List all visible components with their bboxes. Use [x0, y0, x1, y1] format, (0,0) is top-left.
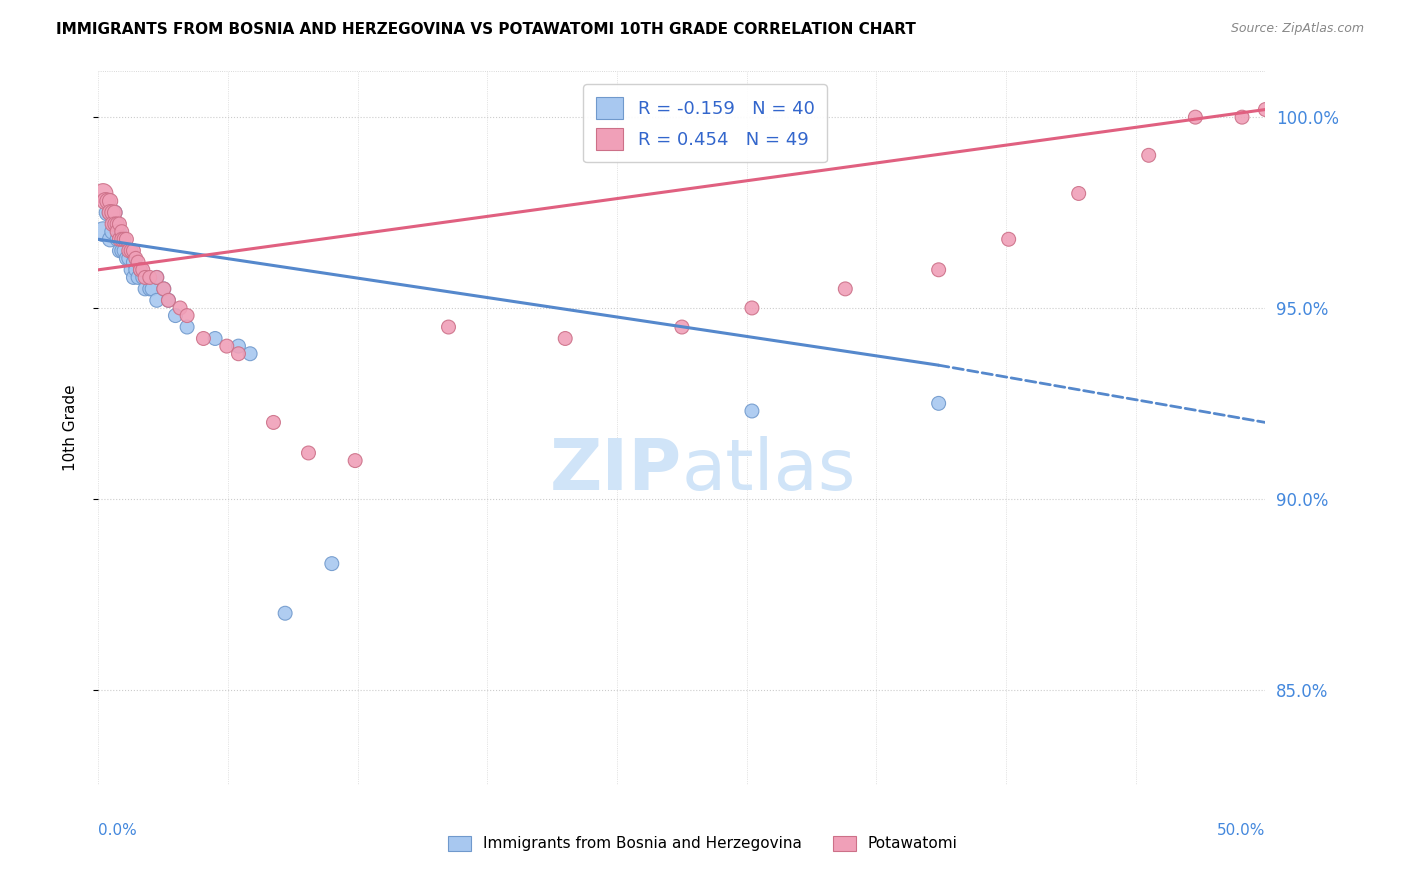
Point: [228, 339, 250, 353]
Point: [134, 282, 156, 296]
Point: [129, 262, 152, 277]
Point: [122, 244, 145, 258]
Point: [157, 293, 180, 308]
Point: [111, 232, 134, 246]
Point: [105, 217, 128, 231]
Point: [297, 446, 319, 460]
Point: [115, 252, 138, 266]
Text: atlas: atlas: [682, 436, 856, 506]
Point: [321, 557, 343, 571]
Legend: Immigrants from Bosnia and Herzegovina, Potawatomi: Immigrants from Bosnia and Herzegovina, …: [441, 830, 965, 857]
Point: [98, 205, 121, 219]
Point: [239, 347, 262, 361]
Point: [112, 244, 135, 258]
Point: [104, 205, 127, 219]
Point: [101, 205, 124, 219]
Y-axis label: 10th Grade: 10th Grade: [63, 384, 77, 472]
Point: [108, 244, 131, 258]
Point: [118, 252, 141, 266]
Point: [104, 217, 127, 231]
Point: [928, 262, 950, 277]
Point: [105, 217, 128, 231]
Point: [215, 339, 238, 353]
Legend: R = -0.159   N = 40, R = 0.454   N = 49: R = -0.159 N = 40, R = 0.454 N = 49: [583, 84, 827, 162]
Point: [139, 270, 162, 285]
Point: [146, 270, 169, 285]
Point: [834, 282, 856, 296]
Point: [671, 320, 693, 334]
Point: [129, 262, 152, 277]
Point: [193, 331, 215, 345]
Point: [274, 606, 297, 620]
Point: [127, 255, 149, 269]
Point: [105, 225, 128, 239]
Point: [437, 320, 460, 334]
Text: ZIP: ZIP: [550, 436, 682, 506]
Point: [98, 194, 121, 208]
Point: [1067, 186, 1090, 201]
Point: [152, 282, 174, 296]
Point: [111, 232, 134, 246]
Point: [554, 331, 576, 345]
Point: [997, 232, 1019, 246]
Point: [125, 262, 148, 277]
Point: [139, 282, 162, 296]
Point: [157, 293, 180, 308]
Point: [101, 217, 124, 231]
Point: [132, 270, 155, 285]
Point: [152, 282, 174, 296]
Point: [127, 270, 149, 285]
Point: [176, 320, 198, 334]
Point: [344, 453, 367, 467]
Point: [104, 217, 127, 231]
Point: [118, 244, 141, 258]
Point: [111, 244, 134, 258]
Point: [122, 270, 145, 285]
Point: [146, 270, 169, 285]
Point: [97, 205, 120, 219]
Point: [105, 232, 128, 246]
Point: [120, 244, 142, 258]
Point: [169, 301, 191, 315]
Point: [98, 205, 121, 219]
Point: [101, 205, 124, 219]
Point: [132, 262, 155, 277]
Point: [122, 255, 145, 269]
Point: [176, 309, 198, 323]
Point: [111, 225, 134, 239]
Point: [98, 232, 121, 246]
Text: IMMIGRANTS FROM BOSNIA AND HERZEGOVINA VS POTAWATOMI 10TH GRADE CORRELATION CHAR: IMMIGRANTS FROM BOSNIA AND HERZEGOVINA V…: [56, 22, 917, 37]
Point: [108, 217, 131, 231]
Point: [91, 186, 114, 201]
Point: [94, 194, 117, 208]
Point: [91, 225, 114, 239]
Point: [146, 293, 169, 308]
Point: [741, 301, 763, 315]
Point: [204, 331, 226, 345]
Point: [1230, 110, 1253, 124]
Text: 0.0%: 0.0%: [98, 823, 138, 838]
Point: [112, 232, 135, 246]
Point: [120, 262, 142, 277]
Point: [1137, 148, 1160, 162]
Point: [228, 347, 250, 361]
Point: [928, 396, 950, 410]
Point: [741, 404, 763, 418]
Point: [97, 194, 120, 208]
Point: [165, 309, 187, 323]
Point: [108, 225, 131, 239]
Text: 50.0%: 50.0%: [1218, 823, 1265, 838]
Point: [1184, 110, 1206, 124]
Point: [262, 416, 284, 430]
Point: [141, 282, 163, 296]
Point: [104, 205, 127, 219]
Point: [125, 252, 148, 266]
Point: [1254, 103, 1277, 117]
Text: Source: ZipAtlas.com: Source: ZipAtlas.com: [1230, 22, 1364, 36]
Point: [108, 232, 131, 246]
Point: [115, 232, 138, 246]
Point: [101, 225, 124, 239]
Point: [134, 270, 156, 285]
